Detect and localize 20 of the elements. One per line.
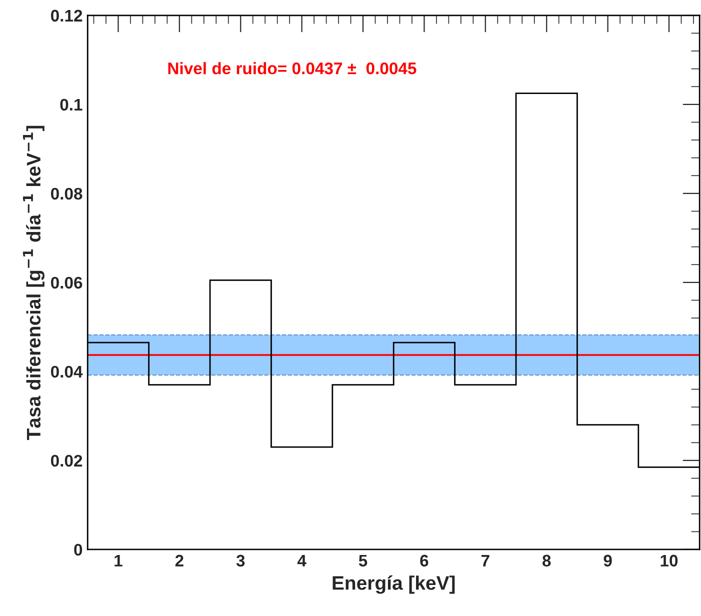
y-tick-label: 0: [74, 544, 82, 556]
y-tick-label: 0.06: [50, 276, 82, 289]
x-axis-title: Energía [keV]: [332, 575, 455, 594]
x-tick-label: 7: [481, 554, 490, 566]
x-tick-label: 10: [660, 554, 678, 567]
x-tick-label: 4: [297, 554, 306, 566]
y-tick-label: 0.04: [50, 366, 83, 378]
x-tick-label: 5: [358, 554, 368, 567]
x-tick-label: 6: [420, 554, 428, 567]
y-axis-title: Tasa diferencial [g$^{−1}$ día$^{−1}$ keV$^{−1}$]: [22, 126, 44, 440]
annotation: Nivel de ruido= 0.0437 ± 0.0045: [168, 62, 416, 74]
x-tick-label: 1: [114, 554, 122, 566]
y-tick-label: 0.12: [50, 10, 82, 22]
x-tick-label: 3: [236, 554, 245, 567]
y-tick-label: 0.02: [50, 454, 82, 467]
x-tick-label: 2: [175, 554, 184, 566]
y-tick-label: 0.08: [50, 188, 82, 200]
x-tick-label: 9: [604, 554, 612, 567]
y-tick-label: 0.1: [60, 98, 82, 111]
x-tick-label: 8: [542, 554, 551, 567]
